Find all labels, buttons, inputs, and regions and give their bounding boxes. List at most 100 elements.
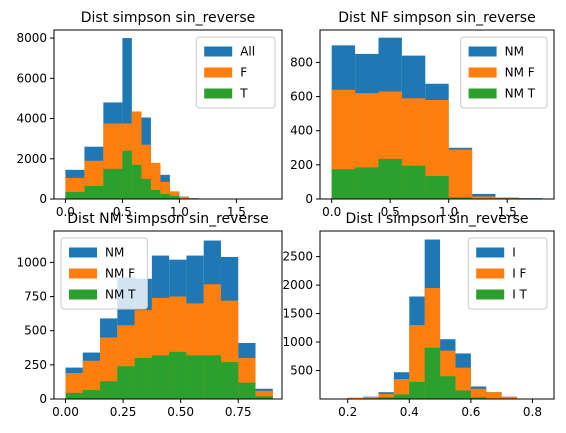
legend-label: I T [512,288,527,302]
x-tick-label: 1.0 [439,205,458,219]
legend: All FT [195,36,276,109]
bar [141,144,151,199]
x-tick-label: 0.0 [322,205,341,219]
legend-swatch [476,289,505,300]
bar [160,193,170,199]
axes-frame [319,230,555,400]
legend-label: NM T [505,87,536,101]
bar [82,360,101,399]
x-tick-label: 1.5 [227,205,246,219]
x-tick-label: 0.6 [461,405,480,419]
bar [122,150,132,199]
legend-label: I [512,246,516,260]
legend-label: T [239,87,248,101]
x-tick-label: 0.0 [56,205,75,219]
bar [331,169,356,199]
subplot-dist-i-simpson: 0.2 0.4 0.6 0.8 500 1000 1500 2000 2500 Dist I si… [282,211,555,419]
bar [378,397,394,399]
bar [255,390,273,399]
bar [470,388,487,399]
x-tick-label: 0.8 [523,405,542,419]
y-tick-label: 750 [24,290,47,304]
bar [409,381,425,399]
bar [100,381,118,399]
x-tick-label: 0.4 [400,405,419,419]
bar [355,167,379,199]
subplot-dist-nf-simpson: 0.0 0.5 1.0 1.5 0 200 400 600 800 Dist NF simpson… [290,10,555,219]
bar [169,351,187,399]
y-tick-label: 2000 [282,278,313,292]
bar [122,38,132,199]
legend-label: NM T [105,288,136,302]
legend: I I F I T [467,237,548,310]
y-tick-label: 1000 [282,335,313,349]
legend-label: NM F [505,66,535,80]
legend-swatch [468,46,497,57]
x-tick-label: 0.50 [167,405,194,419]
chart-title: Dist I simpson sin_reverse [345,211,528,227]
legend-swatch [204,67,233,78]
x-tick-label: 0.2 [338,405,357,419]
y-tick-label: 6000 [16,71,47,85]
bar [117,366,135,399]
x-tick-label: 0.5 [113,205,132,219]
bar [455,390,471,399]
axes-frame [53,230,283,400]
y-tick-label: 600 [290,90,313,104]
bar [378,393,394,399]
x-tick-label: 0.25 [110,405,137,419]
legend-label: NM [105,246,124,260]
bar [486,392,502,399]
y-tick-label: 200 [290,158,313,172]
series-nm-t [331,158,473,199]
y-tick-label: 800 [290,55,313,69]
legend-swatch [204,88,233,99]
legend-swatch [69,268,97,279]
bar [131,111,142,199]
bar [203,355,221,399]
bar [150,189,161,199]
bar [401,165,426,199]
bar [501,396,518,399]
y-tick-label: 2000 [16,152,47,166]
bar [363,397,379,399]
bar [169,191,180,199]
bar [65,191,85,199]
y-tick-label: 500 [290,364,313,378]
y-tick-label: 0 [39,392,47,406]
chart-title: Dist simpson sin_reverse [81,10,255,26]
chart-title: Dist NM simpson sin_reverse [67,211,268,227]
y-tick-label: 0 [39,192,47,206]
legend: NM NM F NM T [60,237,148,310]
legend-swatch [69,247,97,258]
y-tick-label: 500 [24,324,47,338]
bar [393,394,410,399]
bar [169,195,180,199]
x-tick-label: 0.00 [52,405,79,419]
legend-label: NM [505,45,524,59]
legend-swatch [468,88,497,99]
legend-swatch [69,289,97,300]
bar [84,185,104,199]
bar [186,355,204,399]
bar [238,382,256,399]
bar [393,379,410,399]
bar [141,178,151,199]
bar [255,396,273,399]
bar [160,181,170,199]
legend-swatch [468,67,497,78]
bar [220,362,239,399]
subplot-dist-simpson: 0.0 0.5 1.0 1.5 0 2000 4000 6000 8000 Dist simpso… [16,10,283,219]
legend-label: NM F [105,267,135,281]
series-t [65,150,180,199]
bar [151,355,170,399]
bar [150,162,161,199]
y-tick-label: 250 [24,358,47,372]
legend: NM NM F NM T [460,36,548,109]
bar [448,149,473,199]
y-tick-label: 8000 [16,31,47,45]
bar [347,397,364,399]
subplot-dist-nm-simpson: 0.00 0.25 0.50 0.75 0 250 500 750 1000 Dist NM si… [16,211,283,419]
axes-frame [319,29,555,200]
